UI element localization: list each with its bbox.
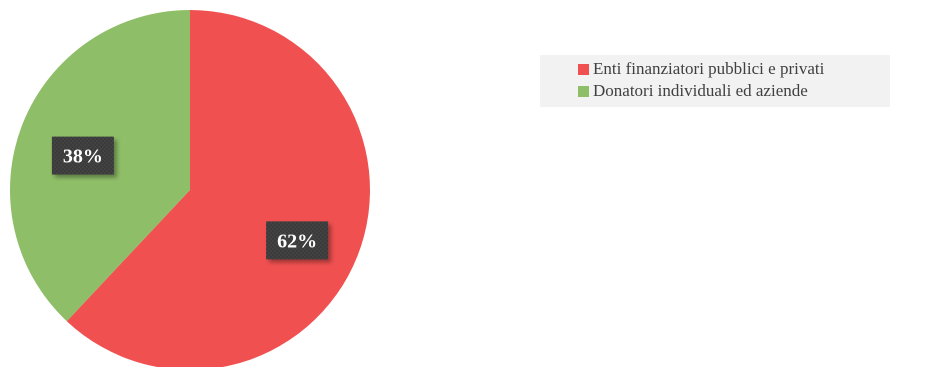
pie-slices	[10, 10, 370, 367]
data-label-box-donatori	[51, 136, 114, 175]
pie-slice-enti	[66, 10, 370, 367]
data-label-box-enti	[266, 221, 329, 260]
legend-item-donatori: Donatori individuali ed aziende	[578, 80, 884, 102]
legend-label-enti: Enti finanziatori pubblici e privati	[593, 59, 825, 78]
data-label-text-donatori: 38%	[63, 146, 103, 168]
data-labels: 62% 38%	[51, 136, 329, 260]
legend-label-donatori: Donatori individuali ed aziende	[593, 81, 808, 100]
data-label-donatori: 38%	[51, 136, 114, 175]
legend: Enti finanziatori pubblici e privati Don…	[540, 55, 890, 107]
legend-swatch-enti	[578, 63, 589, 75]
legend-swatch-donatori	[578, 85, 589, 97]
legend-item-enti: Enti finanziatori pubblici e privati	[578, 58, 884, 80]
data-label-text-enti: 62%	[277, 230, 317, 252]
data-label-enti: 62%	[266, 221, 329, 260]
